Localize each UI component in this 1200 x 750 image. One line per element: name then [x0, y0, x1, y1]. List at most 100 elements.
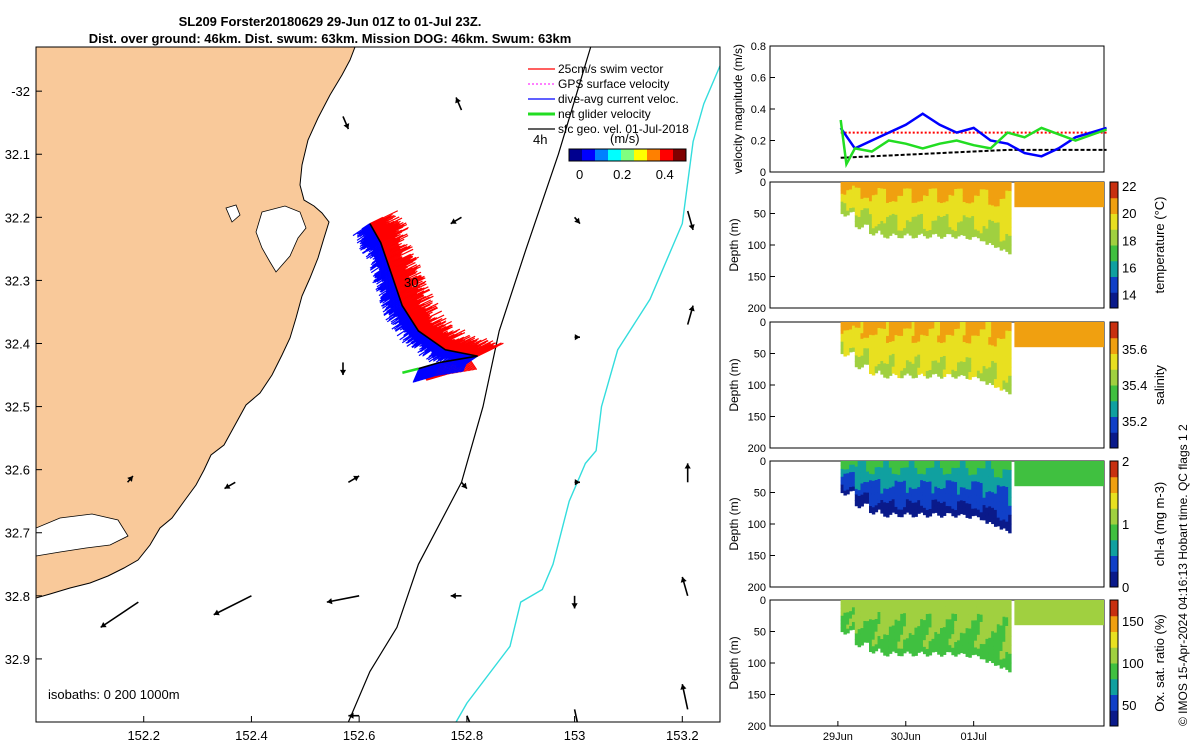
section-cell [939, 364, 944, 372]
section-cell [922, 600, 927, 608]
section-cell [886, 195, 890, 204]
section-cell [883, 335, 887, 344]
swim-vector [397, 277, 426, 292]
geo-vector-head [574, 334, 580, 341]
section-cell [976, 509, 981, 518]
section-cell [880, 506, 884, 514]
geo-vector-head [224, 483, 231, 489]
section-cell [846, 628, 850, 634]
section-cell [908, 613, 913, 621]
section-cell [897, 363, 901, 372]
section-cell [985, 615, 989, 624]
current-vector [374, 264, 389, 275]
section-cell [951, 600, 955, 608]
section-cell [911, 600, 916, 608]
section-cell [883, 509, 887, 517]
section-cell [849, 185, 853, 191]
section-cell [1005, 643, 1009, 653]
section-cell [945, 499, 950, 507]
section-colorbar-cell [1110, 213, 1118, 230]
section-cell [897, 495, 901, 504]
section-cell [894, 639, 898, 647]
section-cell [874, 625, 879, 633]
section-cell [920, 207, 924, 215]
section-cell [976, 488, 981, 497]
section-cell [871, 221, 876, 229]
section-cell [922, 467, 927, 475]
section-cell [905, 473, 910, 481]
section-cell [979, 182, 984, 190]
section-cell [939, 217, 944, 225]
current-vector [380, 290, 398, 303]
current-vector [429, 363, 437, 378]
current-vector [439, 361, 447, 376]
section-cell [1014, 182, 1104, 208]
colorbar-cell [660, 149, 674, 161]
section-cell [920, 480, 924, 488]
section-cell [840, 488, 845, 494]
map-xtick-label: 153 [564, 728, 586, 743]
section-cell [942, 488, 947, 496]
swim-vector [404, 296, 430, 310]
section-cell [934, 360, 938, 368]
current-vector [450, 359, 458, 374]
section-cell [934, 612, 938, 620]
section-cell [1005, 339, 1009, 349]
section-cell [874, 328, 879, 336]
section-cell [928, 481, 933, 490]
section-cell [903, 606, 907, 614]
section-cell [894, 367, 898, 376]
section-cell [917, 188, 921, 196]
current-vector [432, 350, 450, 362]
section-cell [888, 188, 893, 196]
current-vector [422, 344, 439, 356]
section-cell [843, 322, 847, 327]
section-cell [894, 341, 898, 349]
section-cell [971, 182, 975, 190]
section-cell [846, 342, 850, 348]
swim-vector [417, 322, 433, 331]
section-cell [971, 209, 975, 217]
section-cell [860, 215, 864, 222]
section-cell [849, 200, 853, 205]
section-cell [937, 182, 941, 190]
section-cell [974, 362, 978, 371]
section-cell [996, 238, 1001, 248]
section-cell [883, 495, 887, 503]
section-cell [1002, 215, 1006, 225]
section-cell [948, 354, 952, 362]
section-cell [957, 215, 961, 223]
section-cell [951, 202, 955, 210]
current-vector [411, 336, 428, 349]
section-cell [897, 202, 901, 211]
section-cell [843, 190, 847, 196]
section-cell [982, 468, 987, 477]
section-cell [962, 188, 967, 196]
section-cell [959, 367, 964, 376]
section-cell [985, 484, 989, 493]
section-colorbar-cell [1110, 276, 1118, 293]
map-ytick-label: 32.6 [5, 463, 30, 478]
section-cell [962, 221, 967, 230]
section-cell [985, 353, 989, 362]
section-cell [999, 190, 1004, 200]
section-cell [880, 341, 884, 349]
section-cell [945, 182, 950, 190]
current-vector [395, 317, 411, 328]
section-cell [914, 335, 918, 344]
section-cell [925, 328, 930, 337]
section-cell [971, 362, 975, 371]
section-cell [840, 185, 845, 191]
section-cell [869, 619, 873, 627]
section-colorbar-label: salinity [1152, 365, 1167, 405]
section-cell [1008, 235, 1012, 246]
current-vector [444, 360, 452, 375]
section-cell [914, 322, 918, 330]
section-cell [866, 492, 870, 499]
section-cell [979, 322, 984, 330]
section-ylabel: Depth (m) [727, 218, 741, 271]
section-cell [886, 509, 890, 518]
section-cell [925, 209, 930, 218]
section-cell [849, 322, 853, 327]
current-vector [432, 362, 440, 377]
